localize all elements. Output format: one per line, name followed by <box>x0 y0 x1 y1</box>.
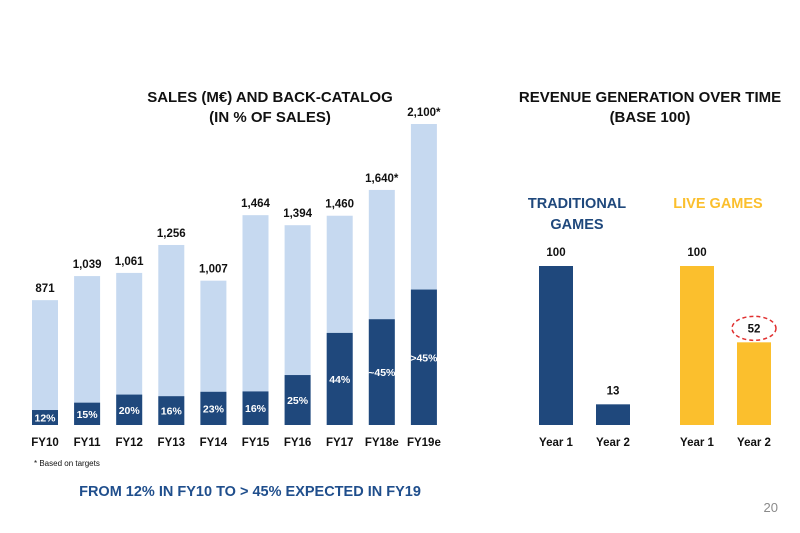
sales-chart-title-line-2: (IN % OF SALES) <box>209 109 331 126</box>
sales-value-label: 1,464 <box>241 198 270 210</box>
highlight-ellipse <box>731 315 777 342</box>
category-tick-label: FY13 <box>158 437 186 449</box>
back-catalog-bar <box>284 375 311 425</box>
revenue-value-label: 100 <box>546 247 565 259</box>
sales-value-label: 1,394 <box>283 208 312 220</box>
revenue-bar <box>539 266 573 425</box>
back-catalog-bar <box>326 332 353 425</box>
group-name-label: LIVE GAMES <box>673 196 763 212</box>
category-tick-label: FY10 <box>31 437 59 449</box>
sales-value-label: 1,007 <box>199 264 228 276</box>
conclusion-text: FROM 12% IN FY10 TO > 45% EXPECTED IN FY… <box>79 484 421 500</box>
year-tick-label: Year 1 <box>680 437 714 449</box>
back-catalog-bar <box>410 289 437 425</box>
revenue-value-label: 13 <box>607 385 620 397</box>
year-tick-label: Year 1 <box>539 437 573 449</box>
category-tick-label: FY11 <box>74 437 101 449</box>
back-catalog-share-label: 44% <box>329 374 351 386</box>
back-catalog-share-label: 15% <box>77 409 99 421</box>
revenue-chart-title-line-1: REVENUE GENERATION OVER TIME <box>518 89 782 106</box>
back-catalog-bar <box>116 394 143 425</box>
category-tick-label: FY14 <box>200 437 228 449</box>
back-catalog-bar <box>74 402 101 425</box>
sales-value-label: 1,061 <box>115 256 144 268</box>
category-tick-label: FY19e <box>407 437 441 449</box>
sales-value-label: 1,640* <box>365 173 399 185</box>
back-catalog-share-label: 23% <box>203 403 225 415</box>
back-catalog-bar <box>242 391 269 425</box>
category-tick-label: FY17 <box>326 437 354 449</box>
back-catalog-share-label: ~45% <box>368 367 396 379</box>
category-tick-label: FY16 <box>284 437 312 449</box>
revenue-bar <box>680 266 714 425</box>
sales-bar <box>32 300 58 425</box>
sales-value-label: 871 <box>35 283 55 295</box>
footnote: * Based on targets <box>34 459 100 468</box>
year-tick-label: Year 2 <box>596 437 630 449</box>
sales-bar <box>158 244 185 425</box>
category-tick-label: FY18e <box>365 437 399 449</box>
sales-value-label: 1,256 <box>157 228 186 240</box>
category-tick-label: FY15 <box>242 437 270 449</box>
group-name-label: TRADITIONAL <box>528 196 626 212</box>
revenue-chart-title-line-2: (BASE 100) <box>609 109 691 126</box>
sales-value-label: 2,100* <box>407 107 441 119</box>
revenue-chart-title: REVENUE GENERATION OVER TIME (BASE 100) <box>500 88 800 128</box>
back-catalog-share-label: 20% <box>119 405 141 417</box>
sales-bar <box>74 276 101 425</box>
back-catalog-bar <box>200 391 227 425</box>
back-catalog-bar <box>32 410 58 425</box>
back-catalog-share-label: 16% <box>161 406 183 418</box>
group-name-label: GAMES <box>550 217 604 233</box>
year-tick-label: Year 2 <box>737 437 771 449</box>
back-catalog-share-label: >45% <box>410 352 438 364</box>
sales-chart-title: SALES (M€) AND BACK-CATALOG (IN % OF SAL… <box>60 88 480 128</box>
sales-chart-title-line-1: SALES (M€) AND BACK-CATALOG <box>147 89 393 106</box>
revenue-value-label: 52 <box>748 323 761 335</box>
back-catalog-bar <box>158 396 185 425</box>
category-tick-label: FY12 <box>115 437 143 449</box>
sales-bar <box>242 215 269 425</box>
page-number: 20 <box>763 500 778 515</box>
revenue-value-label: 100 <box>687 247 706 259</box>
sales-value-label: 1,039 <box>73 259 102 271</box>
back-catalog-share-label: 25% <box>287 395 309 407</box>
back-catalog-bar <box>368 319 395 425</box>
back-catalog-share-label: 16% <box>245 403 267 415</box>
revenue-bar <box>737 342 771 425</box>
revenue-bar <box>596 404 630 425</box>
sales-value-label: 1,460 <box>325 199 354 211</box>
back-catalog-share-label: 12% <box>34 413 56 425</box>
